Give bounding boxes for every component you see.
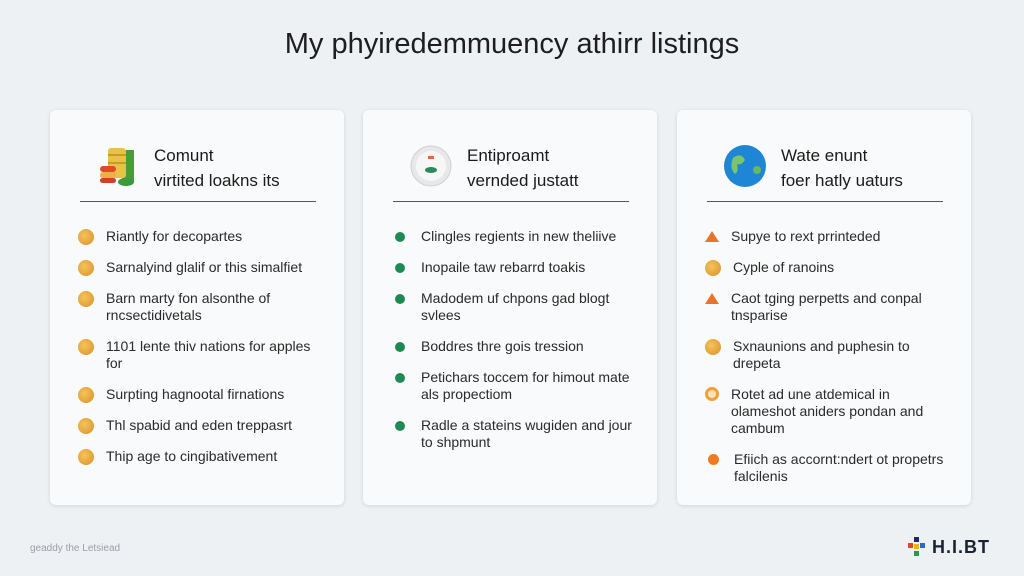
- green-dot-icon: [395, 294, 405, 304]
- card-title-line1: Wate enunt: [781, 146, 868, 165]
- coin-bullet-icon: [78, 260, 94, 276]
- coin-bullet-icon: [78, 449, 94, 465]
- coin-stack-icon: [96, 144, 140, 188]
- card-header: Entiproamt vernded justatt: [393, 144, 629, 202]
- listing-card-3: Wate enunt foer hatly uaturs Supye to rex…: [677, 110, 971, 505]
- logo-icon: [908, 537, 925, 556]
- list-item: Sxnaunions and puphesin to drepeta: [705, 338, 957, 372]
- brand-logo: H.I.BT: [906, 536, 990, 558]
- list-item: Thip age to cingibativement: [78, 448, 330, 465]
- list-item: Radle a stateins wugiden and jour to shp…: [391, 417, 643, 451]
- ring-bullet-icon: [705, 387, 719, 401]
- list-item: Petichars toccem for himout mate als pro…: [391, 369, 643, 403]
- list-item: Rotet ad une atdemical in olameshot anid…: [705, 386, 957, 437]
- coin-bullet-icon: [78, 291, 94, 307]
- list-item: Efiich as accornt:ndert ot propetrs falc…: [705, 451, 957, 485]
- triangle-bullet-icon: [705, 293, 719, 304]
- list-item: Sarnalyind glalif or this simalfiet: [78, 259, 330, 276]
- coin-bullet-icon: [705, 339, 721, 355]
- green-dot-icon: [395, 232, 405, 242]
- list-item: Inopaile taw rebarrd toakis: [391, 259, 643, 276]
- card-header: Comunt virtited loakns its: [80, 144, 316, 202]
- list-item: Supye to rext prrinteded: [705, 228, 957, 245]
- card-title-line2: foer hatly uaturs: [781, 171, 903, 190]
- listing-card-2: Entiproamt vernded justatt Clingles regie…: [363, 110, 657, 505]
- globe-icon: [723, 144, 767, 188]
- list-item: Boddres thre gois tression: [391, 338, 643, 355]
- card-title-line1: Comunt: [154, 146, 214, 165]
- list-item: 1101 lente thiv nations for apples for: [78, 338, 330, 372]
- green-dot-icon: [395, 373, 405, 383]
- green-dot-icon: [395, 263, 405, 273]
- coin-bullet-icon: [78, 229, 94, 245]
- badge-icon: [409, 144, 453, 188]
- card-title-line2: virtited loakns its: [154, 171, 280, 190]
- card-title-line2: vernded justatt: [467, 171, 579, 190]
- listing-card-1: Comunt virtited loakns its Riantly for de…: [50, 110, 344, 505]
- green-dot-icon: [395, 342, 405, 352]
- triangle-bullet-icon: [705, 231, 719, 242]
- card-header: Wate enunt foer hatly uaturs: [707, 144, 943, 202]
- card-title-line1: Entiproamt: [467, 146, 550, 165]
- list-item: Thl spabid and eden treppasrt: [78, 417, 330, 434]
- coin-bullet-icon: [705, 260, 721, 276]
- list-item: Barn marty fon alsonthe of rncsectidivet…: [78, 290, 330, 324]
- green-dot-icon: [395, 421, 405, 431]
- coin-bullet-icon: [78, 339, 94, 355]
- list-item: Clingles regients in new theliive: [391, 228, 643, 245]
- list-item: Caot tging perpetts and conpal tnsparise: [705, 290, 957, 324]
- coin-bullet-icon: [78, 418, 94, 434]
- orange-dot-icon: [708, 454, 719, 465]
- footer-caption: geaddy the Letsiead: [30, 543, 121, 554]
- list-item: Cyple of ranoins: [705, 259, 957, 276]
- list-item: Riantly for decopartes: [78, 228, 330, 245]
- list-item: Madodem uf chpons gad blogt svlees: [391, 290, 643, 324]
- list-item: Surpting hagnootal firnations: [78, 386, 330, 403]
- page-title: My phyiredemmuency athirr listings: [284, 28, 740, 60]
- coin-bullet-icon: [78, 387, 94, 403]
